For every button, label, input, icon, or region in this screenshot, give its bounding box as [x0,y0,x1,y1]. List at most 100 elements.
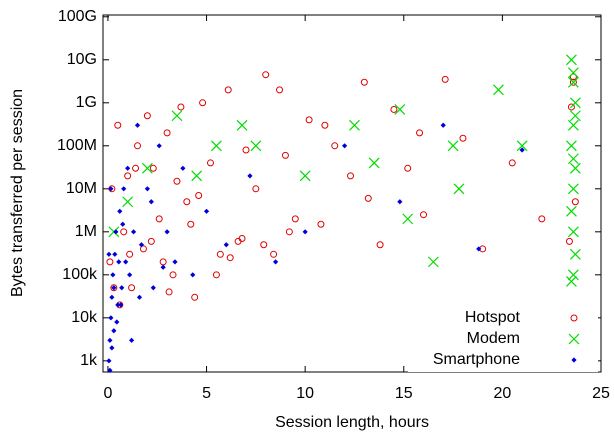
x-tick-label: 25 [592,385,610,402]
point [349,119,360,131]
point [150,285,156,291]
point [285,228,293,236]
point [569,78,577,86]
point [108,315,114,321]
point [191,170,203,182]
point [136,294,143,300]
point [390,105,398,113]
point [183,198,191,206]
point [164,229,170,235]
point [416,129,424,137]
point [569,162,581,174]
point [155,215,163,223]
point [569,110,581,122]
point [171,110,183,122]
point [508,159,516,167]
y-tick-label: 1M [75,223,97,240]
point [223,242,229,248]
point [567,269,579,281]
y-axis-label: Bytes transferred per session [9,89,26,297]
point [299,170,311,182]
point [250,140,262,152]
point [165,288,173,296]
point [191,293,199,301]
point [123,259,129,265]
x-tick-label: 0 [103,385,112,402]
point [119,285,125,291]
point [516,140,528,152]
point [116,259,122,265]
point [173,177,181,185]
legend-marker [571,357,577,363]
point [276,86,284,94]
point [109,345,115,351]
point [519,147,525,153]
point [172,259,178,265]
point [224,86,232,94]
point [120,221,126,227]
point [565,237,573,245]
point [139,245,147,253]
point [427,256,439,268]
point [148,199,154,205]
point [159,258,167,266]
y-tick-label: 100k [62,266,98,283]
point [567,119,579,131]
point [125,165,131,171]
x-tick-label: 10 [296,385,314,402]
point [110,284,118,292]
y-tick-label: 10G [67,51,97,68]
point [127,272,133,278]
point [419,211,427,219]
point [567,76,579,88]
point [118,302,124,308]
point [567,153,579,165]
point [187,220,195,228]
point [565,140,577,152]
point [571,198,579,206]
point [212,271,220,279]
point [305,116,313,124]
point [126,250,134,258]
point [565,54,577,66]
legend-marker [570,314,578,322]
point [147,237,155,245]
point [199,99,207,107]
point [138,242,145,248]
point [124,172,132,180]
point [115,302,121,308]
point [459,134,467,142]
point [149,164,157,172]
point [272,259,279,265]
point [132,164,140,172]
point [195,191,203,199]
point [143,112,151,120]
point [206,159,214,167]
point [441,75,449,83]
point [270,250,278,258]
x-tick-label: 15 [395,385,413,402]
point [368,157,380,169]
point [122,196,134,208]
y-tick-label: 1k [80,352,98,369]
point [121,186,127,192]
point [569,97,581,109]
point [190,272,196,278]
point [476,246,482,252]
point [130,229,137,235]
point [242,146,250,154]
point [291,215,299,223]
point [108,186,114,192]
point [302,229,308,235]
point [569,248,581,260]
point [238,234,246,242]
point [567,183,579,195]
point [567,67,579,79]
point [262,71,270,79]
point [376,241,384,249]
legend-marker [568,333,580,345]
point [128,337,135,343]
point [114,121,122,129]
point [203,208,210,214]
